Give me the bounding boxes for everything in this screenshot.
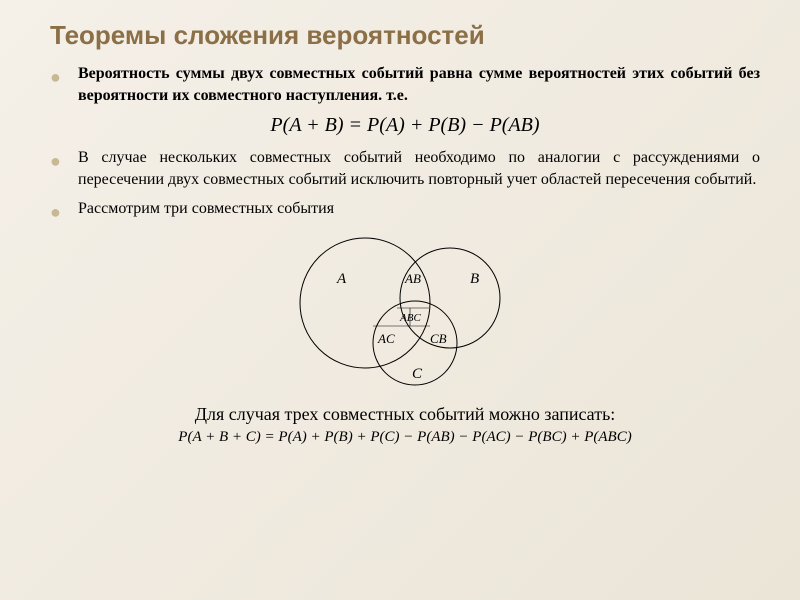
bullet-1: Вероятность суммы двух совместных событи… [50, 63, 760, 106]
label-C: C [412, 366, 423, 382]
circle-B [400, 248, 500, 348]
venn-diagram: A B C AB AC CB ABC [50, 228, 760, 398]
bullet-3: Рассмотрим три совместных события [50, 198, 760, 220]
circle-A [300, 238, 430, 368]
slide-title: Теоремы сложения вероятностей [50, 20, 760, 51]
caption-three: Для случая трех совместных событий можно… [50, 404, 760, 425]
formula-two-events: P(A + B) = P(A) + P(B) − P(AB) [50, 114, 760, 137]
venn-svg: A B C AB AC CB ABC [265, 228, 545, 393]
formula-three-events: P(A + B + C) = P(A) + P(B) + P(C) − P(AB… [50, 429, 760, 446]
bullet-2: В случае нескольких совместных событий н… [50, 147, 760, 190]
slide-container: Теоремы сложения вероятностей Вероятност… [0, 0, 800, 600]
bullet-list-2: В случае нескольких совместных событий н… [50, 147, 760, 220]
label-AC: AC [377, 331, 395, 346]
label-A: A [336, 271, 347, 287]
label-AB: AB [404, 271, 421, 286]
label-CB: CB [430, 331, 447, 346]
label-B: B [470, 271, 479, 287]
bullet-list: Вероятность суммы двух совместных событи… [50, 63, 760, 106]
